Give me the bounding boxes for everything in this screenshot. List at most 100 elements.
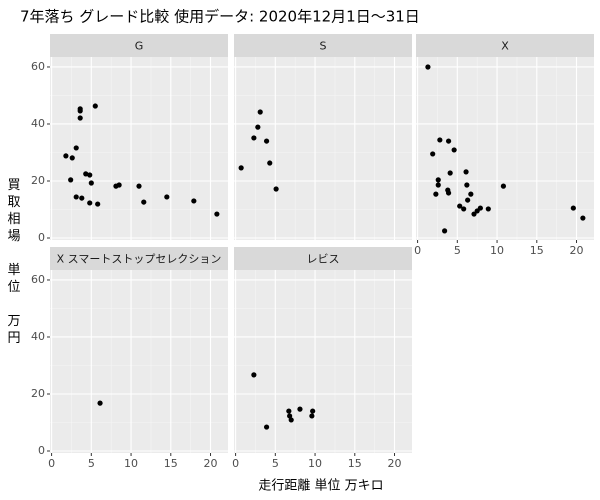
x-tick-label: 0 <box>48 457 55 470</box>
strip <box>416 34 594 57</box>
x-tick-label: 5 <box>272 457 279 470</box>
point <box>83 171 89 177</box>
point <box>238 165 244 171</box>
panel <box>234 270 412 453</box>
point <box>464 182 470 188</box>
strip-label: レビス <box>307 253 340 266</box>
x-tick-label: 10 <box>308 457 322 470</box>
point <box>310 408 316 414</box>
y-tick-label: 20 <box>31 387 45 400</box>
x-tick-label: 0 <box>414 244 421 257</box>
y-tick-label: 60 <box>31 60 45 73</box>
strip <box>50 34 228 57</box>
point <box>255 124 261 130</box>
point <box>451 147 457 153</box>
point <box>214 211 220 217</box>
point <box>257 109 263 115</box>
point <box>77 115 83 121</box>
x-tick-label: 5 <box>454 244 461 257</box>
x-tick-label: 20 <box>570 244 584 257</box>
point <box>164 194 170 200</box>
point <box>68 177 74 183</box>
strip-label: X <box>501 40 509 53</box>
point <box>435 177 441 183</box>
strip <box>234 34 412 57</box>
point <box>251 372 257 378</box>
point <box>251 135 257 141</box>
x-tick-label: 20 <box>388 457 402 470</box>
point <box>445 190 452 196</box>
point <box>69 155 75 161</box>
y-tick-label: 40 <box>31 330 45 343</box>
point <box>87 200 93 206</box>
point <box>500 183 507 189</box>
point <box>425 64 431 70</box>
point <box>447 170 453 176</box>
point <box>141 199 147 205</box>
point <box>136 183 142 189</box>
x-tick-label: 15 <box>348 457 362 470</box>
point <box>309 413 315 419</box>
point <box>73 194 79 200</box>
panel <box>234 57 412 240</box>
strip-label: X スマートストップセレクション <box>57 253 222 266</box>
strip-label: G <box>135 40 144 53</box>
point <box>430 151 436 157</box>
point <box>463 169 469 175</box>
point <box>457 203 463 209</box>
point <box>286 408 292 414</box>
point <box>288 417 294 423</box>
y-tick-label: 40 <box>31 117 45 130</box>
x-tick-label: 20 <box>204 457 218 470</box>
point <box>468 191 474 197</box>
y-tick-label: 20 <box>31 174 45 187</box>
point <box>465 197 471 203</box>
point <box>435 182 441 188</box>
point <box>580 215 586 221</box>
point <box>88 180 94 186</box>
point <box>263 424 270 430</box>
point <box>273 186 279 192</box>
point <box>570 205 576 211</box>
point <box>477 205 483 211</box>
point <box>263 138 270 144</box>
y-tick-label: 0 <box>38 231 45 244</box>
point <box>97 400 103 406</box>
point <box>63 153 69 159</box>
point <box>92 103 98 109</box>
point <box>73 145 79 151</box>
point <box>95 201 101 207</box>
point <box>471 211 477 217</box>
point <box>77 108 83 114</box>
point <box>267 160 273 166</box>
x-tick-label: 10 <box>490 244 504 257</box>
point <box>191 198 197 204</box>
chart-title: 7年落ち グレード比較 使用データ: 2020年12月1日～31日 <box>20 8 420 26</box>
point <box>116 182 122 188</box>
y-axis-label: 買取相場 単位 万円 <box>7 178 20 346</box>
strip-label: S <box>320 40 327 53</box>
point <box>437 137 443 143</box>
strip <box>50 247 228 270</box>
panel <box>416 57 594 240</box>
x-tick-label: 10 <box>124 457 138 470</box>
point <box>433 191 439 197</box>
y-tick-label: 0 <box>38 444 45 457</box>
x-tick-label: 15 <box>530 244 544 257</box>
x-tick-label: 15 <box>164 457 178 470</box>
point <box>79 195 85 201</box>
point <box>87 172 93 178</box>
point <box>461 206 467 212</box>
y-tick-label: 60 <box>31 273 45 286</box>
point <box>297 406 303 412</box>
x-tick-label: 5 <box>88 457 95 470</box>
strip <box>234 247 412 270</box>
panel <box>50 270 228 453</box>
x-tick-label: 0 <box>232 457 239 470</box>
point <box>287 413 293 419</box>
point <box>445 138 452 144</box>
x-axis-label: 走行距離 単位 万キロ <box>258 478 383 494</box>
point <box>485 206 491 212</box>
point <box>442 228 448 234</box>
